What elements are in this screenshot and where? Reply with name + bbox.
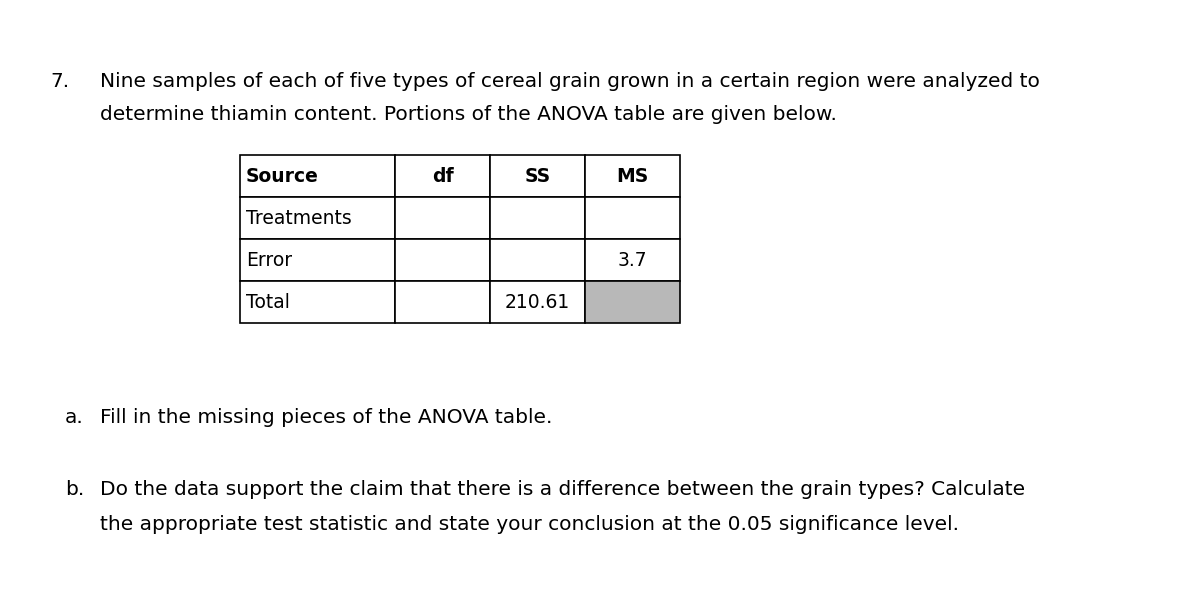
Bar [395,239,490,281]
Text: Source: Source [246,167,319,185]
Bar [586,197,680,239]
Bar [240,197,395,239]
Text: 7.: 7. [50,72,70,91]
Text: a.: a. [65,408,84,427]
Bar [240,281,395,323]
Text: Treatments: Treatments [246,208,352,228]
Bar [490,281,586,323]
Text: Error: Error [246,250,292,270]
Bar [586,281,680,323]
Bar [395,197,490,239]
Bar [240,155,395,197]
Text: determine thiamin content. Portions of the ANOVA table are given below.: determine thiamin content. Portions of t… [100,105,836,124]
Bar [586,239,680,281]
Text: Fill in the missing pieces of the ANOVA table.: Fill in the missing pieces of the ANOVA … [100,408,552,427]
Text: 3.7: 3.7 [618,250,647,270]
Text: Do the data support the claim that there is a difference between the grain types: Do the data support the claim that there… [100,480,1025,499]
Bar [395,281,490,323]
Text: MS: MS [617,167,649,185]
Bar [490,197,586,239]
Bar [490,155,586,197]
Text: Nine samples of each of five types of cereal grain grown in a certain region wer: Nine samples of each of five types of ce… [100,72,1040,91]
Bar [240,239,395,281]
Text: 210.61: 210.61 [505,293,570,311]
Bar [395,155,490,197]
Text: Total: Total [246,293,290,311]
Text: SS: SS [524,167,551,185]
Bar [490,239,586,281]
Text: df: df [432,167,454,185]
Bar [586,155,680,197]
Text: the appropriate test statistic and state your conclusion at the 0.05 significanc: the appropriate test statistic and state… [100,515,959,534]
Text: b.: b. [65,480,84,499]
